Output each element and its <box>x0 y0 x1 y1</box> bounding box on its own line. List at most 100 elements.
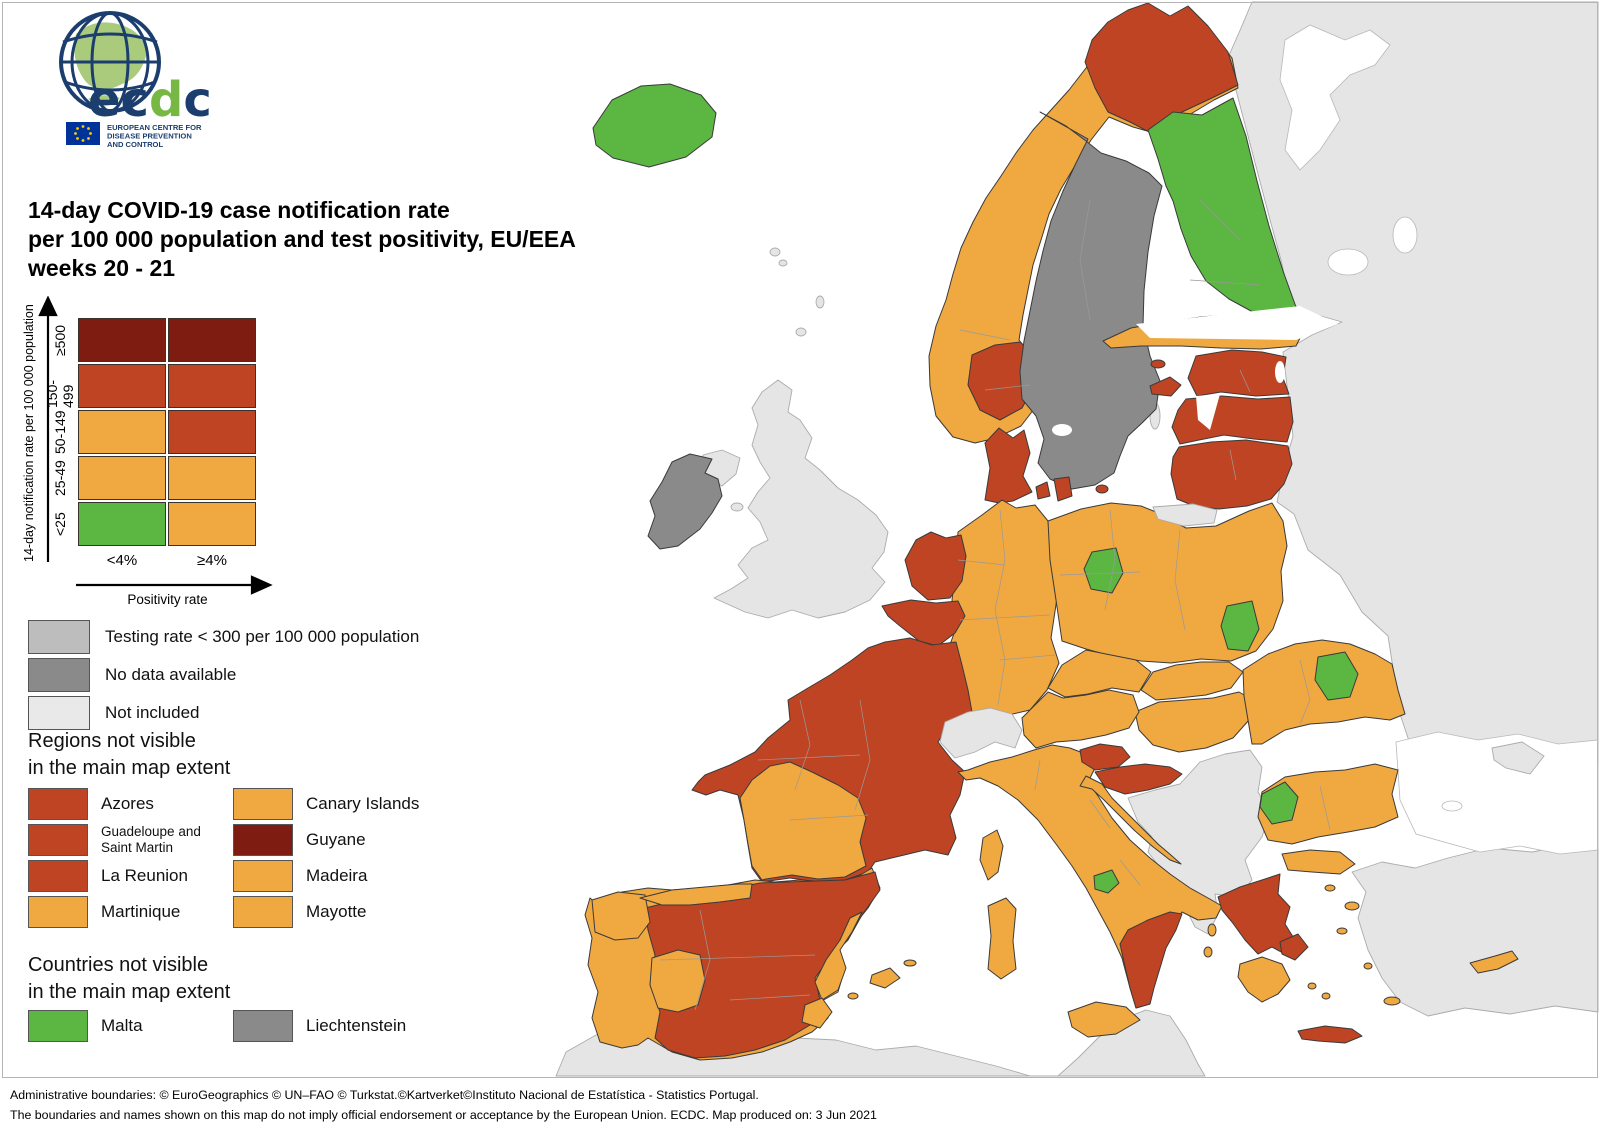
legend-swatch <box>28 896 88 928</box>
legend-item-azores: Azores <box>28 786 233 822</box>
legend-label: No data available <box>105 665 237 684</box>
svg-text:DISEASE PREVENTION: DISEASE PREVENTION <box>107 132 192 141</box>
ecdc-logo: ecdc EUROPEAN CENTRE FOR DISEASE PREVENT… <box>59 11 212 149</box>
map-estonia <box>1187 349 1290 397</box>
map-gulf-of-riga <box>1196 394 1220 430</box>
ecdc-acronym: ecdc <box>88 72 212 128</box>
map-shetland <box>815 295 825 309</box>
map-czechia <box>1047 649 1152 698</box>
map-ionian-islands <box>1203 946 1213 958</box>
legend-label: Azores <box>101 794 154 813</box>
legend-label: Not included <box>105 703 200 722</box>
legend-label: Liechtenstein <box>306 1016 407 1035</box>
matrix-x-axis-label: Positivity rate <box>127 592 208 607</box>
countries-legend-grid: Malta Liechtenstein <box>28 1008 406 1044</box>
map-mallorca <box>869 967 901 989</box>
map-croatia-coast <box>1079 775 1182 865</box>
map-crimea <box>1491 741 1545 775</box>
map-extremadura <box>649 949 706 1013</box>
map-crete <box>1297 1025 1363 1044</box>
matrix-row-label-4: <25 <box>52 512 68 536</box>
matrix-cell <box>168 364 256 408</box>
matrix-row-label-3: 25-49 <box>52 460 68 496</box>
legend-swatch <box>28 1010 88 1042</box>
map-switzerland <box>939 707 1023 759</box>
legend-item-guyane: Guyane <box>233 822 419 858</box>
map-ionian-islands <box>1207 923 1217 937</box>
map-rhodes <box>1383 996 1401 1006</box>
title-line-1: 14-day COVID-19 case notification rate <box>28 197 450 223</box>
map-white-sea <box>1279 24 1391 171</box>
map-great-britain <box>713 379 889 619</box>
matrix-cell <box>168 502 256 546</box>
map-croatia-north <box>1094 763 1183 795</box>
map-bulgaria <box>1257 763 1399 845</box>
legend-label: La Reunion <box>101 866 188 885</box>
svg-text:EUROPEAN CENTRE FOR: EUROPEAN CENTRE FOR <box>107 123 202 132</box>
map-hiiumaa <box>1150 359 1166 369</box>
eu-flag-icon <box>66 122 100 145</box>
map-calabria-basilicata <box>1119 911 1183 1009</box>
legend-label: Testing rate < 300 per 100 000 populatio… <box>105 627 420 646</box>
map-faroe-islands <box>769 247 781 257</box>
region-border-hints <box>659 199 1331 1011</box>
legend-item-mayotte: Mayotte <box>233 894 419 930</box>
matrix-row-label-2: 50-149 <box>52 410 68 454</box>
matrix-cell <box>78 364 166 408</box>
map-menorca <box>903 959 917 967</box>
map-chios <box>1336 927 1348 935</box>
map-frame <box>2 2 1598 1078</box>
legend-item-madeira: Madeira <box>233 858 419 894</box>
map-lake-vanern <box>1052 424 1072 436</box>
map-belgium <box>881 599 966 647</box>
legend-label: Guadeloupe and Saint Martin <box>101 824 201 855</box>
map-galicia <box>591 891 651 941</box>
europe-map <box>555 1 1599 1077</box>
legend-swatch <box>233 896 293 928</box>
map-north-aegean <box>1324 884 1336 892</box>
legend-label: Malta <box>101 1016 143 1035</box>
legend-item-canary-islands: Canary Islands <box>233 786 419 822</box>
map-spain-north-coast <box>639 883 753 906</box>
map-lake-peipus <box>1275 361 1285 383</box>
title-line-3: weeks 20 - 21 <box>28 255 176 281</box>
matrix-cell <box>168 456 256 500</box>
map-bulgaria-green <box>1259 781 1299 825</box>
map-dodecanese <box>1363 962 1373 970</box>
footer-line-2: The boundaries and names shown on this m… <box>10 1108 877 1122</box>
map-kaliningrad <box>1152 503 1218 527</box>
footer-line-1: Administrative boundaries: © EuroGeograp… <box>10 1088 759 1102</box>
matrix-cell <box>78 502 166 546</box>
map-saaremaa <box>1149 376 1182 397</box>
map-cyclades <box>1307 982 1317 990</box>
map-gulf-of-finland <box>1136 306 1338 340</box>
svg-text:AND CONTROL: AND CONTROL <box>107 140 163 149</box>
map-faroe-islands <box>778 259 788 267</box>
legend-swatch <box>233 824 293 856</box>
map-poland-green-east <box>1220 600 1260 652</box>
matrix-row-label-1: 150-499 <box>44 379 76 408</box>
legend-swatch <box>28 620 90 654</box>
matrix-cell <box>78 456 166 500</box>
map-attica <box>1279 933 1309 961</box>
legend-item-no-data: No data available <box>28 658 236 692</box>
matrix-row-label-0: ≥500 <box>52 324 68 356</box>
title-line-2: per 100 000 population and test positivi… <box>28 226 576 252</box>
map-romania-green <box>1314 651 1359 701</box>
map-greece-thrace <box>1281 849 1356 875</box>
map-peloponnese <box>1237 956 1291 1003</box>
legend-item-liechtenstein: Liechtenstein <box>233 1008 406 1044</box>
map-orkney <box>795 327 807 337</box>
map-lithuania <box>1170 439 1293 510</box>
legend-label: Mayotte <box>306 902 367 921</box>
matrix-cell <box>78 410 166 454</box>
matrix-cell <box>78 318 166 362</box>
map-denmark-zealand <box>1053 476 1073 502</box>
matrix-col-label-0: <4% <box>106 552 138 569</box>
legend-swatch <box>233 788 293 820</box>
legend-item-guadeloupe: Guadeloupe and Saint Martin <box>28 822 233 858</box>
map-title: 14-day COVID-19 case notification rate p… <box>28 196 576 283</box>
legend-swatch <box>28 860 88 892</box>
map-sea-of-marmara <box>1441 800 1463 812</box>
